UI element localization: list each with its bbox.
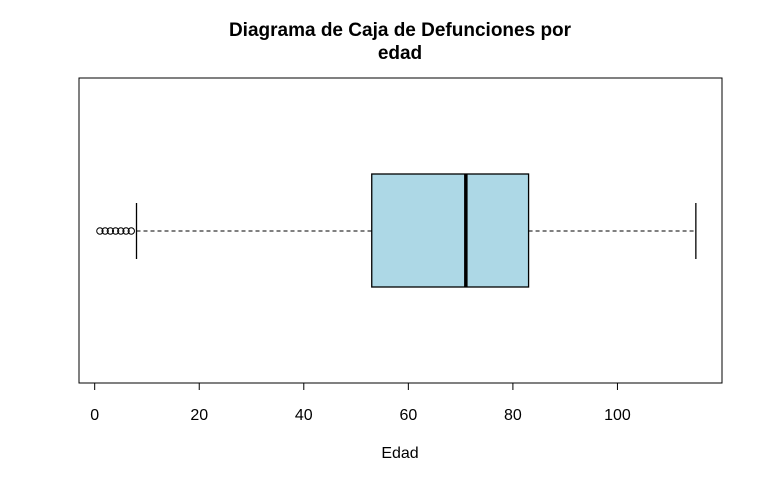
iqr-box <box>371 173 530 288</box>
chart-title-line-2: edad <box>378 43 422 64</box>
outlier-point <box>117 227 125 235</box>
x-tick-label: 0 <box>90 407 99 424</box>
outlier-point <box>106 227 115 235</box>
x-tick-label: 80 <box>504 407 522 424</box>
x-axis: 0 20 40 60 80 100 <box>90 382 631 424</box>
chart-title-line-1: Diagrama de Caja de Defunciones por <box>229 20 572 41</box>
outlier-point <box>96 227 104 235</box>
outlier-point <box>111 227 120 235</box>
boxplot-marks <box>96 173 697 288</box>
outlier-point <box>127 227 135 235</box>
x-tick-label: 20 <box>190 407 208 424</box>
x-tick-label: 60 <box>399 407 417 424</box>
x-axis-label: Edad <box>381 445 418 462</box>
x-tick-label: 100 <box>604 407 631 424</box>
outlier-point <box>122 227 130 235</box>
outlier-point <box>101 227 109 235</box>
x-tick-label: 40 <box>295 407 313 424</box>
